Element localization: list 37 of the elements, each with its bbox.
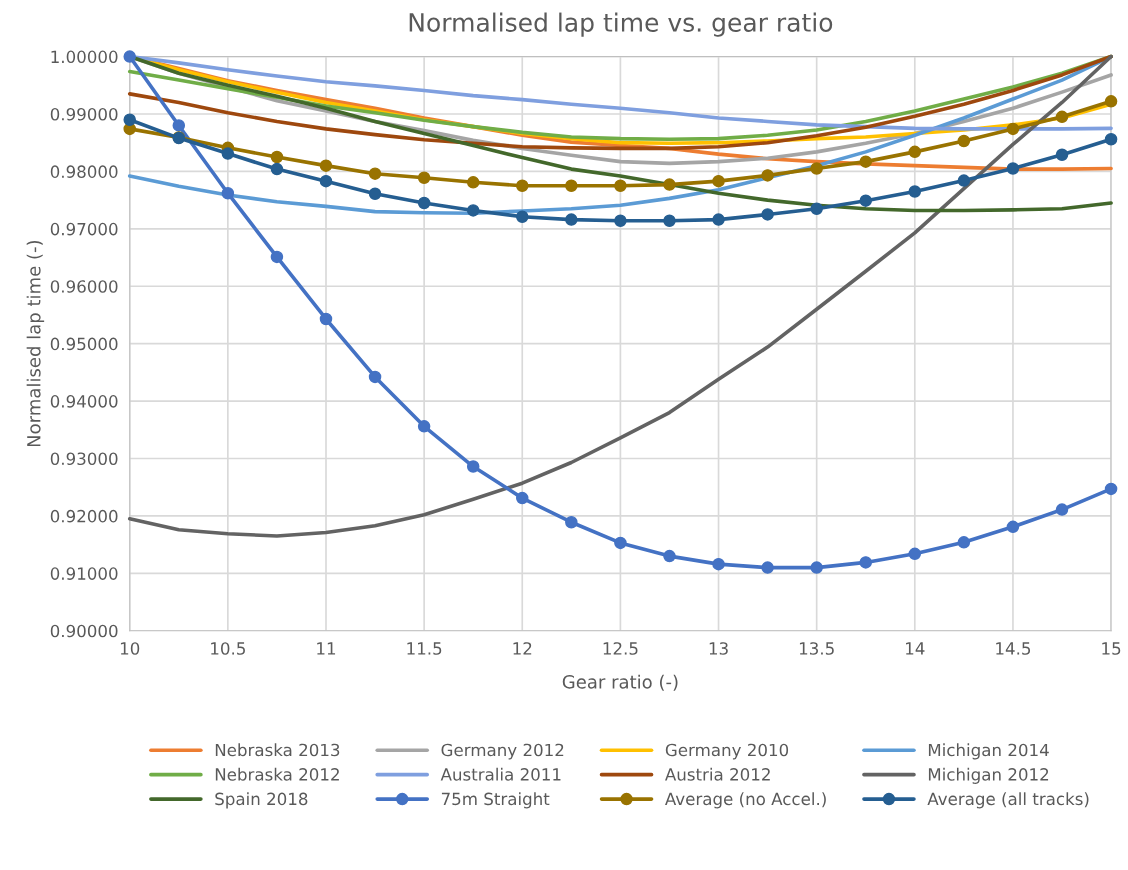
legend-label: Average (no Accel.) (665, 792, 826, 809)
y-tick-label: 0.90000 (50, 624, 118, 638)
legend-label: 75m Straight (441, 792, 550, 809)
legend-label: Spain 2018 (215, 792, 308, 809)
y-tick-label: 0.92000 (50, 509, 118, 523)
x-tick-label: 14 (906, 642, 925, 655)
y-tick-label: 0.99000 (50, 107, 118, 121)
legend-label: Germany 2010 (665, 743, 789, 760)
y-tick-label: 0.95000 (50, 337, 118, 351)
x-tick-label: 10.5 (211, 642, 245, 655)
legend-label: Michigan 2014 (928, 743, 1049, 760)
x-tick-label: 12.5 (603, 642, 638, 655)
x-tick-label: 11 (317, 642, 336, 655)
y-tick-label: 0.98000 (50, 165, 118, 178)
y-tick-label: 0.96000 (50, 280, 118, 293)
y-tick-label: 0.93000 (50, 452, 118, 466)
x-tick-label: 13.5 (799, 642, 834, 655)
x-tick-label: 11.5 (407, 642, 442, 655)
x-tick-label: 14.5 (996, 642, 1031, 655)
y-tick-label: 0.94000 (50, 395, 118, 408)
x-axis-title: Gear ratio (-) (562, 674, 678, 691)
legend-label: Michigan 2012 (928, 767, 1049, 784)
legend-label: Nebraska 2012 (215, 767, 339, 781)
legend-label: Germany 2012 (441, 743, 564, 760)
y-axis-title: Normalised lap time (-) (26, 240, 45, 447)
x-tick-label: 12 (513, 642, 532, 655)
x-tick-label: 10 (120, 642, 140, 655)
legend-label: Average (all tracks) (927, 792, 1089, 809)
x-tick-label: 13 (709, 642, 728, 655)
chart-title: Normalised lap time vs. gear ratio (409, 12, 833, 37)
legend-label: Australia 2011 (440, 767, 561, 781)
legend-label: Nebraska 2013 (215, 743, 340, 757)
y-tick-label: 1.00000 (51, 50, 118, 64)
y-tick-label: 0.97000 (50, 222, 118, 236)
x-tick-label: 15 (1102, 642, 1121, 655)
y-tick-label: 0.91000 (50, 567, 118, 580)
legend-label: Austria 2012 (665, 767, 770, 781)
